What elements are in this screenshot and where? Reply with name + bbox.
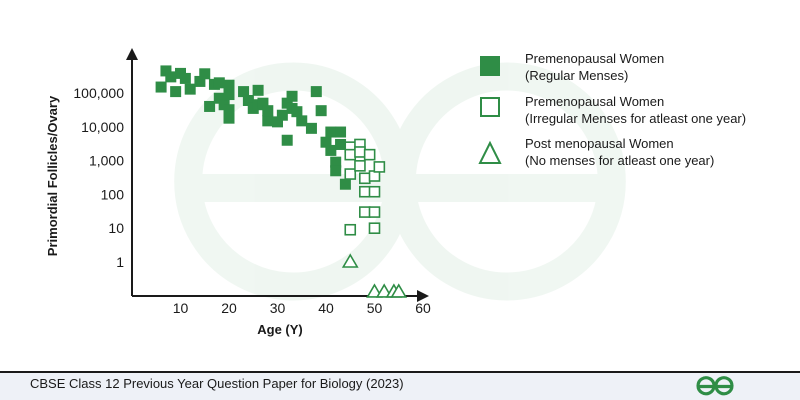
point-irregular-menses	[363, 148, 376, 161]
point-irregular-menses	[373, 161, 386, 173]
point-regular-menses	[272, 116, 283, 128]
point-regular-menses	[335, 138, 347, 150]
y-tick-label: 100	[101, 186, 125, 202]
x-tick-label: 40	[318, 300, 334, 316]
gfg-logo-icon	[696, 376, 734, 396]
point-irregular-menses	[368, 185, 381, 198]
x-tick-label: 20	[221, 300, 237, 316]
point-regular-menses	[262, 115, 274, 127]
point-irregular-menses	[368, 206, 381, 218]
y-tick-label: 1	[116, 254, 124, 270]
legend-label-irregular-line1: Premenopausal Women	[525, 94, 664, 109]
point-regular-menses	[330, 156, 342, 168]
point-regular-menses	[330, 165, 342, 177]
point-regular-menses	[223, 89, 235, 101]
point-regular-menses	[194, 75, 206, 87]
point-regular-menses	[325, 126, 337, 138]
chart-axes	[126, 48, 429, 302]
point-regular-menses	[199, 68, 211, 80]
point-regular-menses	[238, 86, 250, 98]
point-irregular-menses	[354, 146, 366, 158]
legend-label-irregular-line2: (Irregular Menses for atleast one year)	[525, 111, 746, 126]
point-regular-menses	[179, 72, 191, 84]
footer-caption: CBSE Class 12 Previous Year Question Pap…	[30, 376, 404, 391]
point-regular-menses	[262, 105, 274, 117]
point-regular-menses	[291, 106, 303, 118]
point-postmenopausal	[341, 253, 359, 268]
point-regular-menses	[213, 77, 225, 89]
point-regular-menses	[242, 94, 254, 106]
point-irregular-menses	[354, 160, 366, 172]
point-regular-menses	[223, 112, 235, 124]
y-tick-label: 10,000	[81, 119, 124, 135]
x-tick-label: 10	[173, 300, 189, 316]
point-regular-menses	[335, 126, 347, 138]
legend-marker-regular	[480, 56, 500, 76]
point-irregular-menses	[358, 172, 371, 185]
point-irregular-menses	[358, 185, 371, 198]
point-regular-menses	[286, 90, 298, 102]
y-tick-label: 1,000	[89, 153, 124, 169]
x-tick-label: 60	[415, 300, 431, 316]
point-postmenopausal	[366, 283, 383, 298]
x-tick-label: 50	[367, 300, 383, 316]
point-regular-menses	[257, 97, 269, 109]
point-regular-menses	[170, 86, 182, 98]
footer-bar	[0, 371, 800, 400]
legend-marker-postmenopausal	[478, 140, 502, 164]
point-regular-menses	[184, 83, 196, 95]
point-regular-menses	[281, 134, 293, 146]
point-regular-menses	[310, 86, 322, 98]
legend-label-postmenopausal-line1: Post menopausal Women	[525, 136, 674, 151]
point-regular-menses	[305, 122, 317, 134]
point-irregular-menses	[368, 222, 381, 234]
point-regular-menses	[315, 105, 327, 117]
point-regular-menses	[223, 104, 235, 116]
point-irregular-menses	[344, 148, 357, 161]
x-axis-arrowhead	[417, 290, 429, 302]
point-irregular-menses	[358, 206, 371, 218]
point-regular-menses	[155, 81, 167, 93]
x-axis-title: Age (Y)	[257, 322, 303, 337]
legend-label-regular-line1: Premenopausal Women	[525, 51, 664, 66]
point-regular-menses	[165, 71, 177, 83]
y-tick-label: 100,000	[73, 85, 124, 101]
point-regular-menses	[213, 92, 225, 104]
watermark-logo-icon	[174, 62, 626, 301]
point-regular-menses	[296, 115, 308, 127]
point-regular-menses	[276, 109, 288, 121]
y-axis-arrowhead	[126, 48, 138, 60]
point-regular-menses	[252, 84, 264, 96]
point-postmenopausal	[375, 283, 393, 298]
y-axis-title: Primordial Follicles/Ovary	[45, 95, 60, 256]
tick-labels: 10 20 30 40 50 60 1 10 100 1,000 10,000 100,000	[73, 85, 431, 316]
footer-divider	[0, 371, 800, 373]
point-regular-menses	[325, 144, 337, 156]
point-regular-menses	[204, 100, 216, 112]
data-points	[155, 65, 408, 298]
legend-label-regular-line2: (Regular Menses)	[525, 68, 628, 83]
scatter-chart: 10 20 30 40 50 60 1 10 100 1,000 10,000 100,000 Age…	[45, 48, 746, 337]
legend-marker-irregular	[480, 97, 500, 117]
point-regular-menses	[320, 136, 332, 148]
point-irregular-menses	[344, 168, 357, 180]
y-tick-label: 10	[108, 220, 124, 236]
point-regular-menses	[160, 65, 172, 77]
legend-label-postmenopausal-line2: (No menses for atleast one year)	[525, 153, 714, 168]
chart-legend: Premenopausal Women (Regular Menses) Pre…	[478, 51, 746, 168]
point-regular-menses	[223, 79, 235, 91]
x-tick-label: 30	[270, 300, 286, 316]
point-postmenopausal	[390, 283, 408, 298]
point-regular-menses	[339, 178, 351, 190]
point-irregular-menses	[344, 223, 357, 236]
